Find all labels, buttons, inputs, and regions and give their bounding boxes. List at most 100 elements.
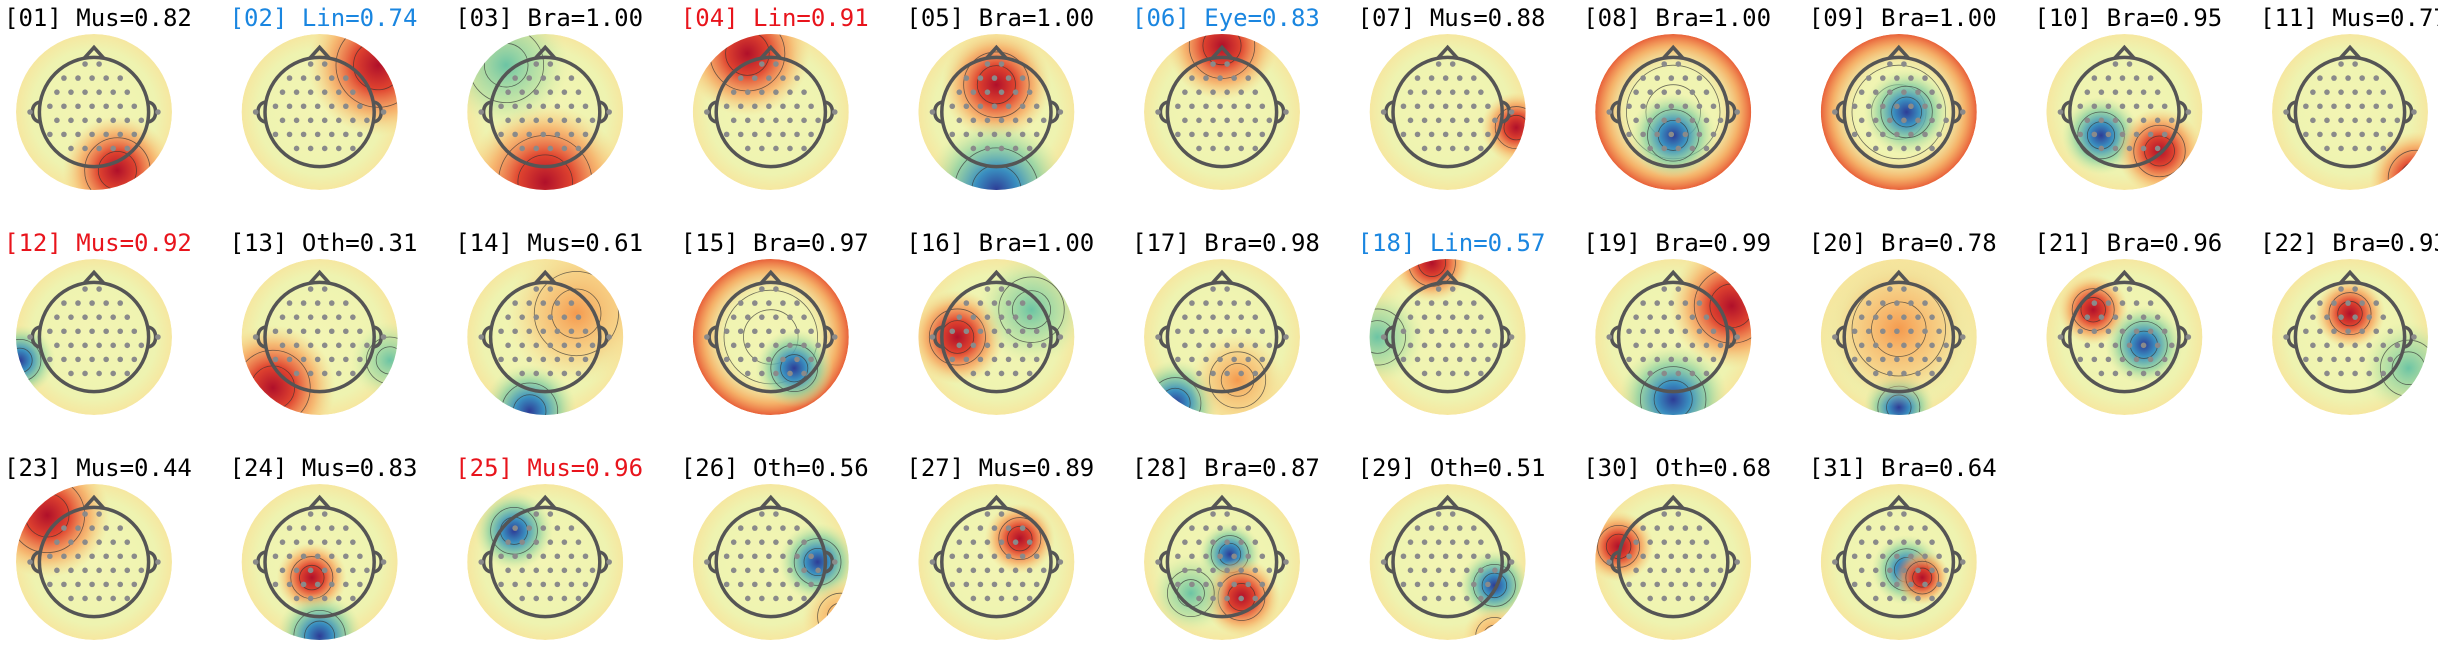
sensor xyxy=(2105,103,2112,110)
sensor xyxy=(1654,328,1661,335)
sensor xyxy=(1456,525,1463,531)
sensor xyxy=(300,553,307,560)
sensor xyxy=(1901,314,1907,320)
sensor xyxy=(1471,300,1477,306)
component: [05] Bra=1.00 xyxy=(906,4,1094,190)
sensor xyxy=(801,567,807,574)
contour xyxy=(1653,379,1693,415)
sensor xyxy=(1224,286,1230,292)
sensor xyxy=(1442,525,1449,531)
sensor xyxy=(1633,342,1639,349)
sensor xyxy=(1915,567,1921,574)
sensor xyxy=(314,525,321,531)
sensor xyxy=(526,103,533,110)
sensor xyxy=(780,300,786,306)
sensor xyxy=(1880,75,1886,81)
sensor xyxy=(773,61,779,67)
contour xyxy=(241,349,311,415)
sensor xyxy=(540,131,547,138)
sensor xyxy=(2098,117,2105,124)
sensor xyxy=(1710,356,1717,363)
contour xyxy=(1503,114,1526,141)
sensor xyxy=(2105,131,2112,138)
sensor xyxy=(737,581,744,588)
sensor xyxy=(131,356,138,363)
sensor xyxy=(2154,314,2161,320)
sensor xyxy=(2345,103,2351,110)
sensor xyxy=(801,89,807,95)
sensor xyxy=(279,117,286,124)
sensor xyxy=(977,131,984,138)
sensor xyxy=(2161,131,2168,138)
sensor xyxy=(1908,553,1914,560)
sensor xyxy=(1908,103,1914,110)
sensor xyxy=(1456,75,1463,81)
nose xyxy=(308,494,331,510)
sensor xyxy=(2352,145,2358,152)
sensor xyxy=(1626,356,1632,363)
sensor xyxy=(307,89,314,95)
sensor xyxy=(2112,342,2119,349)
sensor xyxy=(1217,103,1223,110)
sensor xyxy=(124,539,131,545)
sensor xyxy=(984,342,991,349)
sensor xyxy=(1478,117,1484,124)
sensor xyxy=(1040,117,1047,124)
sensor xyxy=(1283,559,1289,565)
contour xyxy=(2120,320,2168,369)
component-label: [21] Bra=0.96 xyxy=(2034,229,2222,257)
sensor xyxy=(1851,553,1858,560)
sensor xyxy=(124,567,131,574)
sensor xyxy=(561,342,568,349)
nose xyxy=(1210,494,1234,510)
sensor xyxy=(2352,286,2358,292)
sensor xyxy=(1915,314,1921,320)
sensor xyxy=(723,581,730,588)
sensor xyxy=(343,103,349,110)
contour xyxy=(998,517,1042,561)
sensor xyxy=(2331,356,2337,363)
sensor xyxy=(1647,117,1653,124)
sensor xyxy=(131,581,138,588)
sensor xyxy=(759,314,765,320)
sensor xyxy=(1872,370,1879,377)
map-blob xyxy=(1190,333,1285,415)
sensor xyxy=(1400,103,1407,110)
head-outline xyxy=(488,55,602,169)
sensor xyxy=(984,595,991,602)
sensor xyxy=(1492,342,1498,349)
sensor xyxy=(1865,525,1872,531)
sensor xyxy=(1005,328,1012,335)
sensor xyxy=(307,314,314,320)
sensor xyxy=(2366,314,2372,320)
sensor xyxy=(1400,581,1407,588)
sensor xyxy=(1203,103,1209,110)
sensor xyxy=(780,581,786,588)
sensor xyxy=(991,581,998,588)
sensor xyxy=(1217,131,1223,138)
sensor xyxy=(96,342,102,349)
sensor xyxy=(82,342,88,349)
sensor xyxy=(1442,300,1449,306)
sensor xyxy=(2380,370,2387,377)
sensor xyxy=(54,342,60,349)
sensor xyxy=(1675,567,1682,574)
contour xyxy=(2399,161,2428,190)
sensor xyxy=(2091,131,2098,138)
sensor xyxy=(2105,300,2112,306)
sensor xyxy=(314,300,321,306)
sensor xyxy=(998,314,1005,320)
component: [17] Bra=0.98 xyxy=(1132,229,1320,415)
sensor xyxy=(801,314,807,320)
sensor xyxy=(1915,89,1921,95)
sensor xyxy=(2345,131,2351,138)
sensor xyxy=(1400,553,1407,560)
sensor xyxy=(1252,89,1259,95)
sensor xyxy=(1238,567,1244,574)
sensor xyxy=(787,370,793,377)
sensor xyxy=(998,61,1005,67)
sensor xyxy=(1640,328,1646,335)
sensor xyxy=(478,334,485,340)
nose xyxy=(1661,44,1685,60)
sensor xyxy=(103,581,109,588)
